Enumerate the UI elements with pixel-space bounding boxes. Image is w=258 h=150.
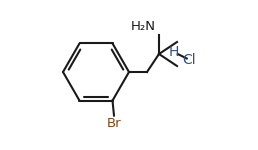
Text: Br: Br <box>107 117 121 130</box>
Text: Cl: Cl <box>182 53 196 67</box>
Text: H: H <box>169 45 179 60</box>
Text: H₂N: H₂N <box>131 20 156 33</box>
